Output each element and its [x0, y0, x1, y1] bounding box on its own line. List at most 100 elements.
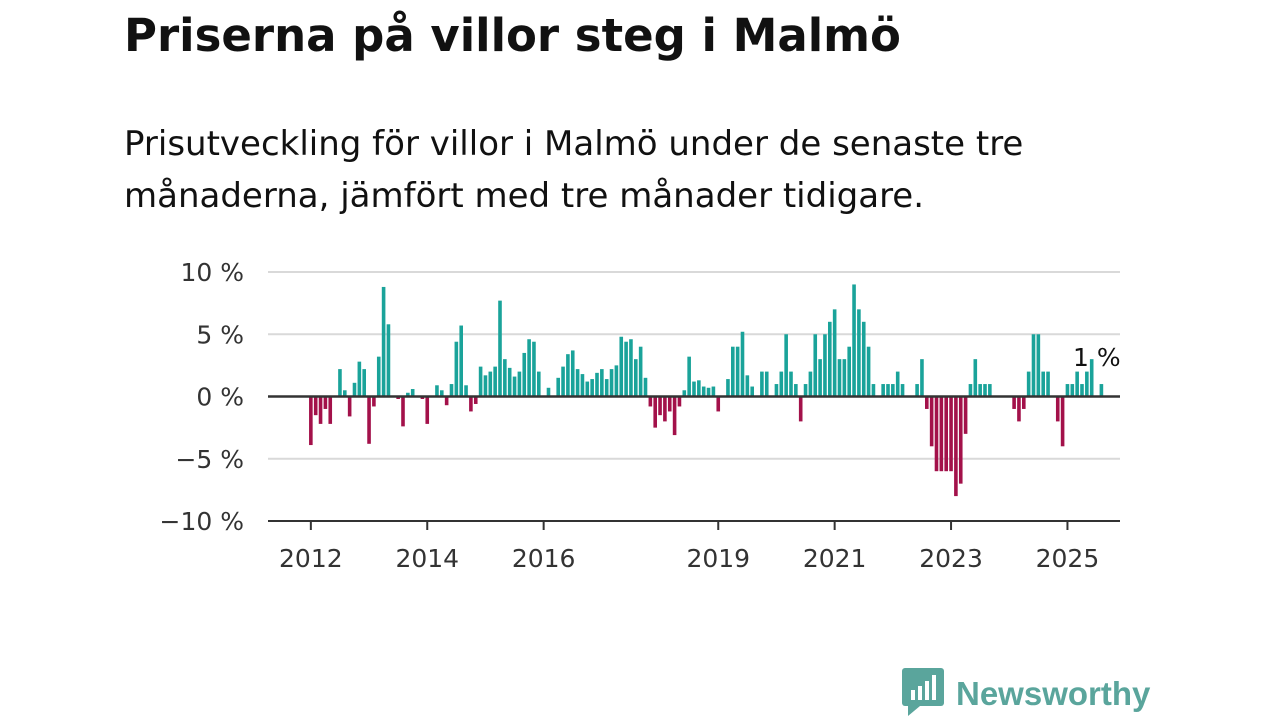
bar — [309, 396, 313, 446]
bar — [488, 371, 493, 397]
bar — [318, 396, 323, 424]
bar — [701, 386, 706, 397]
bar — [1089, 359, 1094, 397]
bar — [857, 309, 861, 397]
bar — [726, 379, 730, 397]
newsworthy-bar-chart-icon — [902, 668, 944, 720]
bar — [798, 396, 803, 422]
bar — [614, 365, 619, 397]
x-tick-label: 2019 — [686, 544, 750, 573]
bar — [745, 375, 750, 397]
bar — [570, 350, 575, 397]
bar — [978, 384, 982, 397]
bar — [900, 384, 905, 397]
bar — [813, 334, 818, 397]
bar — [469, 396, 473, 412]
bar — [716, 396, 721, 412]
bar — [556, 377, 560, 397]
bar — [687, 356, 691, 397]
bar — [503, 359, 507, 397]
bar — [663, 396, 667, 422]
bar — [1070, 384, 1075, 397]
bar — [425, 396, 430, 424]
bar — [1041, 371, 1045, 397]
bar — [828, 321, 832, 397]
bar — [338, 369, 342, 397]
bar — [925, 396, 929, 409]
bar — [352, 382, 357, 397]
bar — [852, 284, 856, 397]
bar — [658, 396, 662, 416]
bar — [440, 390, 444, 397]
y-tick-label: 10 % — [180, 258, 244, 287]
bar — [401, 396, 405, 427]
y-tick-label: 0 % — [196, 383, 244, 412]
bar — [449, 384, 454, 397]
bar — [546, 387, 551, 397]
bar — [934, 396, 939, 472]
bar — [512, 376, 517, 397]
bar — [629, 339, 633, 397]
x-tick-label: 2023 — [919, 544, 983, 573]
bar — [619, 336, 624, 397]
bar — [566, 354, 570, 397]
bar — [944, 396, 948, 472]
bar — [367, 396, 371, 444]
bar — [454, 341, 459, 397]
bar — [1080, 384, 1084, 397]
bar — [968, 384, 973, 397]
bar — [794, 384, 798, 397]
newsworthy-logo: Newsworthy — [902, 668, 1151, 720]
bar — [590, 379, 594, 397]
bar — [343, 390, 347, 397]
page-subtitle: Prisutveckling för villor i Malmö under … — [124, 124, 1024, 216]
y-tick-label: −10 % — [160, 507, 244, 536]
bar — [595, 372, 599, 397]
bar — [731, 346, 735, 397]
bar — [624, 341, 628, 397]
bar — [915, 384, 919, 397]
y-axis-labels: 10 % 5 % 0 % −5 % −10 % — [160, 258, 244, 536]
bar — [328, 396, 333, 424]
bar — [692, 381, 696, 397]
bar — [517, 371, 522, 397]
bar — [740, 331, 745, 397]
bar — [527, 339, 531, 397]
bar — [643, 377, 648, 397]
bar — [958, 396, 963, 484]
bar — [464, 385, 468, 397]
bar — [672, 396, 677, 436]
bar — [1036, 334, 1041, 397]
bar — [871, 384, 876, 397]
bar — [357, 361, 362, 397]
bar — [750, 386, 754, 397]
y-tick-label: 5 % — [196, 320, 244, 349]
bar — [881, 384, 885, 397]
bar — [886, 384, 890, 397]
bar — [1075, 371, 1079, 397]
bar — [347, 396, 352, 417]
bar — [697, 380, 701, 397]
bar — [711, 386, 716, 397]
bar — [832, 309, 837, 397]
bar — [478, 366, 483, 397]
bar — [638, 346, 643, 397]
bar — [677, 396, 682, 407]
bar — [362, 369, 366, 397]
bar — [604, 379, 609, 397]
bar — [823, 334, 827, 397]
bar — [522, 352, 527, 397]
bar — [667, 396, 672, 412]
bar — [1099, 384, 1104, 397]
chart-gridlines — [268, 271, 1120, 460]
x-tick-label: 2025 — [1036, 544, 1100, 573]
bar — [459, 325, 463, 397]
bar — [537, 371, 541, 397]
newsworthy-wordmark: Newsworthy — [956, 675, 1151, 712]
bar — [600, 369, 604, 397]
bar — [774, 384, 779, 397]
bar — [561, 366, 565, 397]
bar — [323, 396, 328, 409]
bar — [381, 286, 386, 397]
